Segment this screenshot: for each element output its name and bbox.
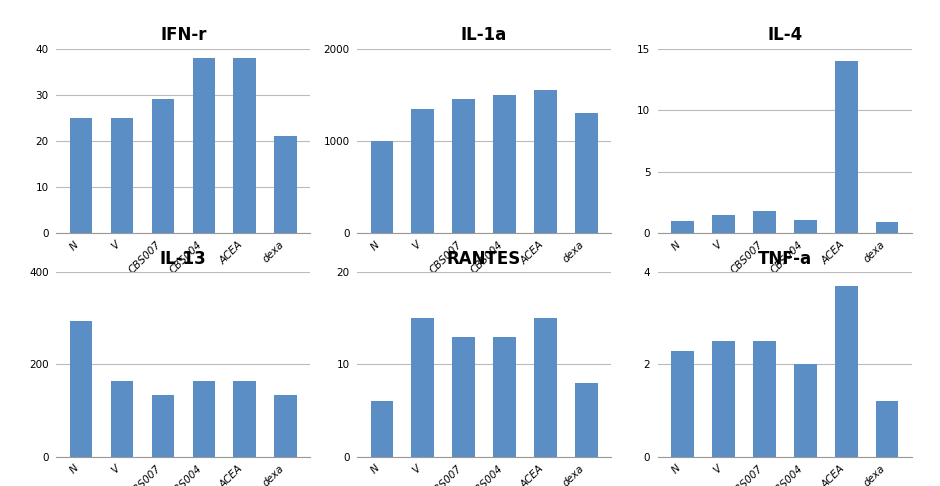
- Title: RANTES: RANTES: [447, 250, 521, 268]
- Bar: [412, 109, 434, 233]
- Bar: [111, 118, 133, 233]
- Bar: [111, 381, 133, 457]
- Bar: [835, 286, 857, 457]
- Bar: [794, 364, 817, 457]
- Title: IL-1a: IL-1a: [461, 26, 508, 44]
- Bar: [193, 381, 215, 457]
- Bar: [70, 321, 92, 457]
- Bar: [452, 100, 475, 233]
- Bar: [835, 61, 857, 233]
- Bar: [370, 401, 393, 457]
- Bar: [70, 118, 92, 233]
- Bar: [151, 100, 174, 233]
- Bar: [575, 113, 598, 233]
- Bar: [412, 318, 434, 457]
- Bar: [671, 221, 694, 233]
- Bar: [713, 215, 735, 233]
- Bar: [494, 337, 516, 457]
- Bar: [233, 58, 256, 233]
- Bar: [494, 95, 516, 233]
- Bar: [876, 222, 899, 233]
- Bar: [151, 395, 174, 457]
- Bar: [713, 341, 735, 457]
- Bar: [575, 383, 598, 457]
- Title: IFN-r: IFN-r: [160, 26, 207, 44]
- Bar: [753, 341, 776, 457]
- Title: IL-4: IL-4: [767, 26, 803, 44]
- Bar: [753, 211, 776, 233]
- Title: TNF-a: TNF-a: [758, 250, 812, 268]
- Bar: [233, 381, 256, 457]
- Bar: [534, 90, 556, 233]
- Bar: [876, 401, 899, 457]
- Bar: [370, 141, 393, 233]
- Bar: [794, 220, 817, 233]
- Bar: [274, 395, 297, 457]
- Bar: [452, 337, 475, 457]
- Bar: [671, 351, 694, 457]
- Bar: [534, 318, 556, 457]
- Title: IL-13: IL-13: [160, 250, 207, 268]
- Bar: [193, 58, 215, 233]
- Bar: [274, 137, 297, 233]
